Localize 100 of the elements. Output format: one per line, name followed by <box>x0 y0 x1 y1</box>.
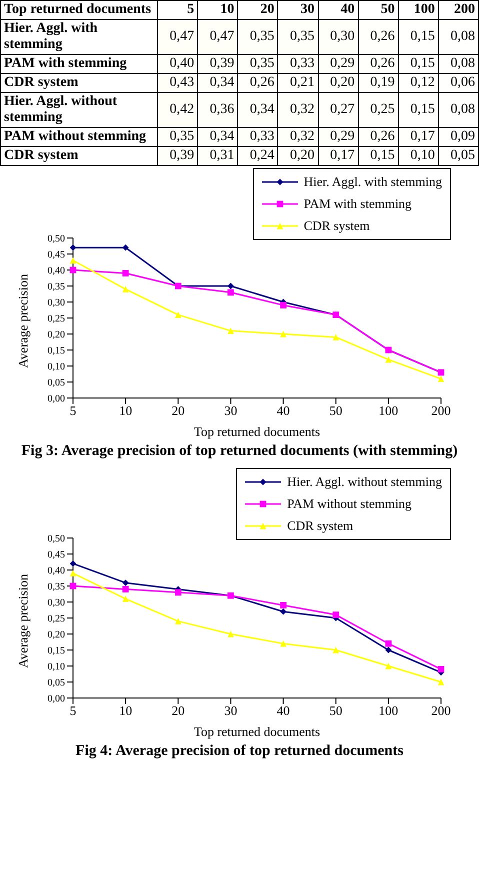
x-tick-label: 20 <box>238 0 278 20</box>
data-label: 0,36 <box>198 92 238 128</box>
x-tick-label: 50 <box>358 0 398 20</box>
legend-label: PAM without stemming <box>287 496 412 512</box>
legend-label: CDR system <box>304 218 370 234</box>
data-label: 0,35 <box>238 20 278 54</box>
data-label: 0,17 <box>318 146 358 166</box>
y-tick-label: 0,15 <box>48 646 65 657</box>
data-label: 0,39 <box>198 54 238 74</box>
x-tick-label: 200 <box>431 703 451 718</box>
x-tick-label: 100 <box>378 403 398 418</box>
point <box>174 589 182 596</box>
point <box>280 330 286 338</box>
y-tick-label: PAM without stemming <box>0 128 158 146</box>
x-tick-label: 100 <box>378 703 398 718</box>
data-label: 0,43 <box>158 74 198 92</box>
point <box>332 646 340 654</box>
data-label: 0,26 <box>358 54 398 74</box>
x-tick-label: 30 <box>278 0 318 20</box>
point <box>385 356 392 363</box>
x-tick-label: 10 <box>119 403 132 418</box>
data-label: 0,33 <box>278 54 318 74</box>
data-label: 0,34 <box>198 74 238 92</box>
data-label: 0,08 <box>438 92 478 128</box>
data-label: 0,29 <box>318 54 358 74</box>
data-label: 0,35 <box>158 128 198 146</box>
y-tick-label: 0,10 <box>48 362 65 373</box>
data-label: 0,20 <box>278 146 318 166</box>
y-tick-label: 0,25 <box>48 314 65 325</box>
data-label: 0,31 <box>198 146 238 166</box>
y-tick-label: Hier. Aggl. without stemming <box>0 92 158 128</box>
point <box>438 376 444 382</box>
point <box>228 328 234 334</box>
point <box>332 334 340 340</box>
data-label: 0,29 <box>318 128 358 146</box>
y-tick-label: CDR system <box>0 74 158 92</box>
y-axis-title: Average precision <box>16 274 31 368</box>
y-tick-label: 0,25 <box>48 614 65 625</box>
x-tick-label: 20 <box>172 703 185 718</box>
point <box>122 286 129 292</box>
y-tick-label: 0,30 <box>48 298 65 309</box>
x-tick-label: 5 <box>70 703 76 718</box>
y-tick-label: 0,50 <box>48 234 65 245</box>
point <box>280 640 286 647</box>
point <box>228 630 234 638</box>
x-tick-label: 50 <box>329 703 342 718</box>
data-label: 0,32 <box>278 92 318 128</box>
y-tick-label: 0,20 <box>48 630 65 641</box>
x-axis-title: Top returned documents <box>0 0 158 20</box>
y-axis-title: Average precision <box>16 574 31 668</box>
x-tick-label: 20 <box>172 403 185 418</box>
point <box>70 244 76 251</box>
data-label: 0,15 <box>398 20 438 54</box>
point <box>228 289 234 296</box>
point <box>122 580 129 586</box>
text: Fig 3: Average precision of top returned documents (with stemming) <box>20 443 459 460</box>
data-label: 0,09 <box>438 128 478 146</box>
data-label: 0,33 <box>238 128 278 146</box>
point <box>174 312 182 318</box>
data-label: 0,39 <box>158 146 198 166</box>
y-tick-label: 0,40 <box>48 266 65 277</box>
data-label: 0,35 <box>238 54 278 74</box>
data-label: 0,15 <box>398 54 438 74</box>
data-label: 0,15 <box>358 146 398 166</box>
data-label: 0,32 <box>278 128 318 146</box>
y-tick-label: PAM with stemming <box>0 54 158 74</box>
x-tick-label: 50 <box>329 403 342 418</box>
point <box>70 257 76 264</box>
x-tick-label: 5 <box>70 403 76 418</box>
data-label: 0,08 <box>438 20 478 54</box>
data-label: 0,10 <box>398 146 438 166</box>
y-tick-label: 0,05 <box>48 378 65 389</box>
y-tick-label: 0,10 <box>48 662 65 673</box>
point <box>385 646 392 654</box>
data-label: 0,34 <box>198 128 238 146</box>
y-tick-label: 0,50 <box>48 534 65 545</box>
x-tick-label: 10 <box>198 0 238 20</box>
x-tick-label: 100 <box>398 0 438 20</box>
point <box>70 570 76 576</box>
data-label: 0,26 <box>358 20 398 54</box>
legend-label: CDR system <box>287 518 354 534</box>
y-tick-label: 0,00 <box>48 694 65 705</box>
data-label: 0,42 <box>158 92 198 128</box>
point <box>122 244 129 251</box>
x-tick-label: 10 <box>119 703 132 718</box>
data-label: 0,15 <box>398 92 438 128</box>
y-tick-label: 0,35 <box>48 582 65 593</box>
y-tick-label: 0,00 <box>48 394 65 405</box>
point <box>122 596 129 602</box>
data-label: 0,08 <box>438 54 478 74</box>
data-label: 0,47 <box>198 20 238 54</box>
point <box>70 560 76 567</box>
point <box>385 640 392 647</box>
y-tick-label: CDR system <box>0 146 158 166</box>
data-label: 0,24 <box>238 146 278 166</box>
data-label: 0,35 <box>278 20 318 54</box>
point <box>122 586 129 592</box>
x-tick-label: 200 <box>431 403 451 418</box>
y-tick-label: 0,05 <box>48 678 65 689</box>
point <box>280 602 286 608</box>
